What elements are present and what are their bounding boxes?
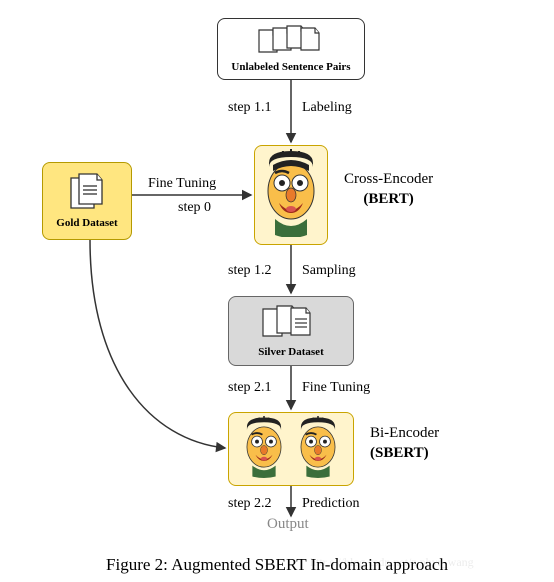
bi-encoder-label: Bi-Encoder (SBERT) <box>370 424 439 463</box>
node-silver: Silver Dataset <box>228 296 354 366</box>
bi-line1: Bi-Encoder <box>370 424 439 444</box>
gold-label: Gold Dataset <box>56 217 117 230</box>
action-sampling: Sampling <box>302 263 356 279</box>
step-1-2: step 1.2 <box>228 263 272 279</box>
edges-layer <box>0 0 554 582</box>
bert-face-icon <box>261 149 321 242</box>
watermark: httr s //blog.csdn.net/z phyr_wang <box>310 555 474 570</box>
docs-icon <box>65 172 109 217</box>
step-1-1: step 1.1 <box>228 100 272 116</box>
node-cross-encoder <box>254 145 328 245</box>
step-2-1: step 2.1 <box>228 380 272 396</box>
silver-label: Silver Dataset <box>258 346 323 359</box>
docs-icon <box>259 303 323 346</box>
action-prediction: Prediction <box>302 496 360 512</box>
step-2-2: step 2.2 <box>228 496 272 512</box>
output-label: Output <box>267 516 309 533</box>
unlabeled-label: Unlabeled Sentence Pairs <box>231 61 350 74</box>
cross-encoder-label: Cross-Encoder (BERT) <box>344 170 433 209</box>
action-fine-tuning-0: Fine Tuning <box>148 176 216 192</box>
bi-line2: (SBERT) <box>370 444 439 464</box>
step-0: step 0 <box>178 200 211 216</box>
action-fine-tuning-21: Fine Tuning <box>302 380 370 396</box>
node-bi-encoder <box>228 412 354 486</box>
cross-line1: Cross-Encoder <box>344 170 433 190</box>
bert-face-icon <box>239 416 289 483</box>
node-unlabeled: Unlabeled Sentence Pairs <box>217 18 365 80</box>
action-labeling: Labeling <box>302 100 352 116</box>
diagram-stage: Unlabeled Sentence Pairs Gold Dataset <box>0 0 554 582</box>
node-gold: Gold Dataset <box>42 162 132 240</box>
docs-icon <box>257 24 325 61</box>
cross-line2: (BERT) <box>344 190 433 210</box>
bert-face-icon <box>293 416 343 483</box>
